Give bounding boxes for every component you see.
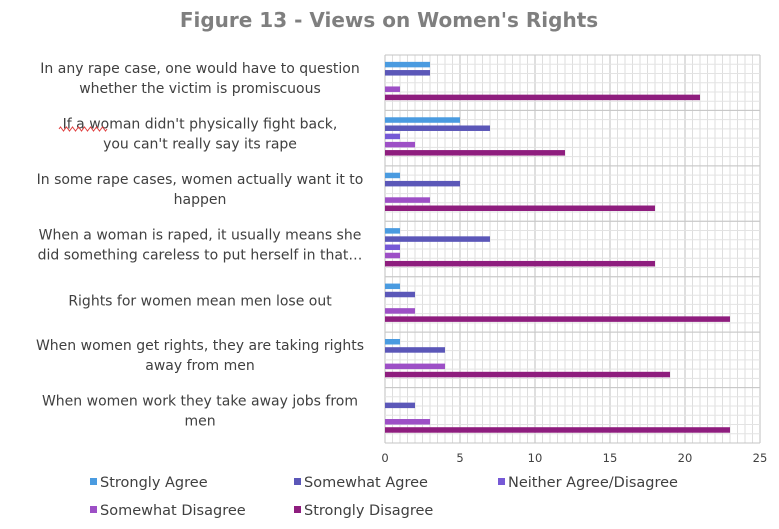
bar	[385, 283, 400, 290]
bar	[385, 363, 445, 370]
bar	[385, 371, 670, 378]
legend-entry: Somewhat Agree	[304, 475, 428, 491]
category-label: When women get rights, they are taking r…	[36, 338, 364, 354]
bar	[385, 236, 490, 242]
category-label: When women work they take away jobs from	[42, 394, 358, 410]
legend-swatch	[294, 478, 301, 485]
category-label: away from men	[145, 358, 255, 374]
legend-swatch	[498, 478, 505, 485]
category-label: In some rape cases, women actually want …	[37, 172, 364, 188]
x-tick-label: 15	[603, 451, 618, 465]
bar	[385, 70, 430, 76]
x-tick-label: 5	[456, 451, 463, 465]
category-label: happen	[174, 192, 227, 208]
x-axis-tick-labels: 0 5 10 15 20 25	[381, 451, 767, 465]
category-label: If a woman didn't physically fight back,	[63, 116, 338, 132]
bar	[385, 252, 400, 259]
bar	[385, 228, 400, 234]
category-label: men	[184, 414, 215, 430]
chart-title: Figure 13 - Views on Women's Rights	[180, 8, 598, 32]
bar	[385, 172, 400, 179]
bar	[385, 180, 460, 187]
legend-entry: Strongly Disagree	[304, 503, 433, 519]
x-tick-label: 10	[528, 451, 543, 465]
legend-swatch	[294, 506, 301, 513]
bar	[385, 133, 400, 140]
category-labels: In any rape case, one would have to ques…	[36, 61, 364, 430]
bar	[385, 117, 460, 123]
legend-entry: Somewhat Disagree	[100, 503, 246, 519]
category-label: Rights for women mean men lose out	[68, 294, 332, 310]
category-label: did something careless to put herself in…	[38, 247, 363, 263]
gridlines	[384, 54, 761, 444]
legend-entry: Strongly Agree	[100, 475, 208, 491]
x-tick-label: 20	[678, 451, 693, 465]
category-label: In any rape case, one would have to ques…	[40, 61, 359, 77]
legend-swatch	[90, 506, 97, 513]
bar	[385, 205, 655, 212]
bar	[385, 150, 565, 156]
x-tick-label: 0	[381, 451, 388, 465]
bar	[385, 338, 400, 345]
category-label: whether the victim is promiscuous	[79, 81, 321, 97]
bar	[385, 260, 655, 267]
spellcheck-squiggle	[58, 126, 108, 132]
bar	[385, 308, 415, 314]
category-label: When a woman is raped, it usually means …	[39, 227, 362, 243]
bar	[385, 244, 400, 251]
bar	[385, 197, 430, 203]
bar	[385, 347, 445, 353]
bar	[385, 427, 730, 433]
bar	[385, 402, 415, 409]
legend: Strongly Agree Somewhat Agree Neither Agre…	[90, 475, 678, 519]
legend-entry: Neither Agree/Disagree	[508, 475, 678, 491]
bar	[385, 125, 490, 131]
x-tick-label: 25	[753, 451, 768, 465]
bar	[385, 94, 700, 101]
bar	[385, 419, 430, 425]
bar	[385, 61, 430, 68]
bars	[385, 61, 730, 433]
bar	[385, 141, 415, 148]
bar	[385, 316, 730, 322]
legend-swatch	[90, 478, 97, 485]
bar	[385, 291, 415, 298]
bar	[385, 86, 400, 92]
category-label: you can't really say its rape	[103, 136, 297, 152]
